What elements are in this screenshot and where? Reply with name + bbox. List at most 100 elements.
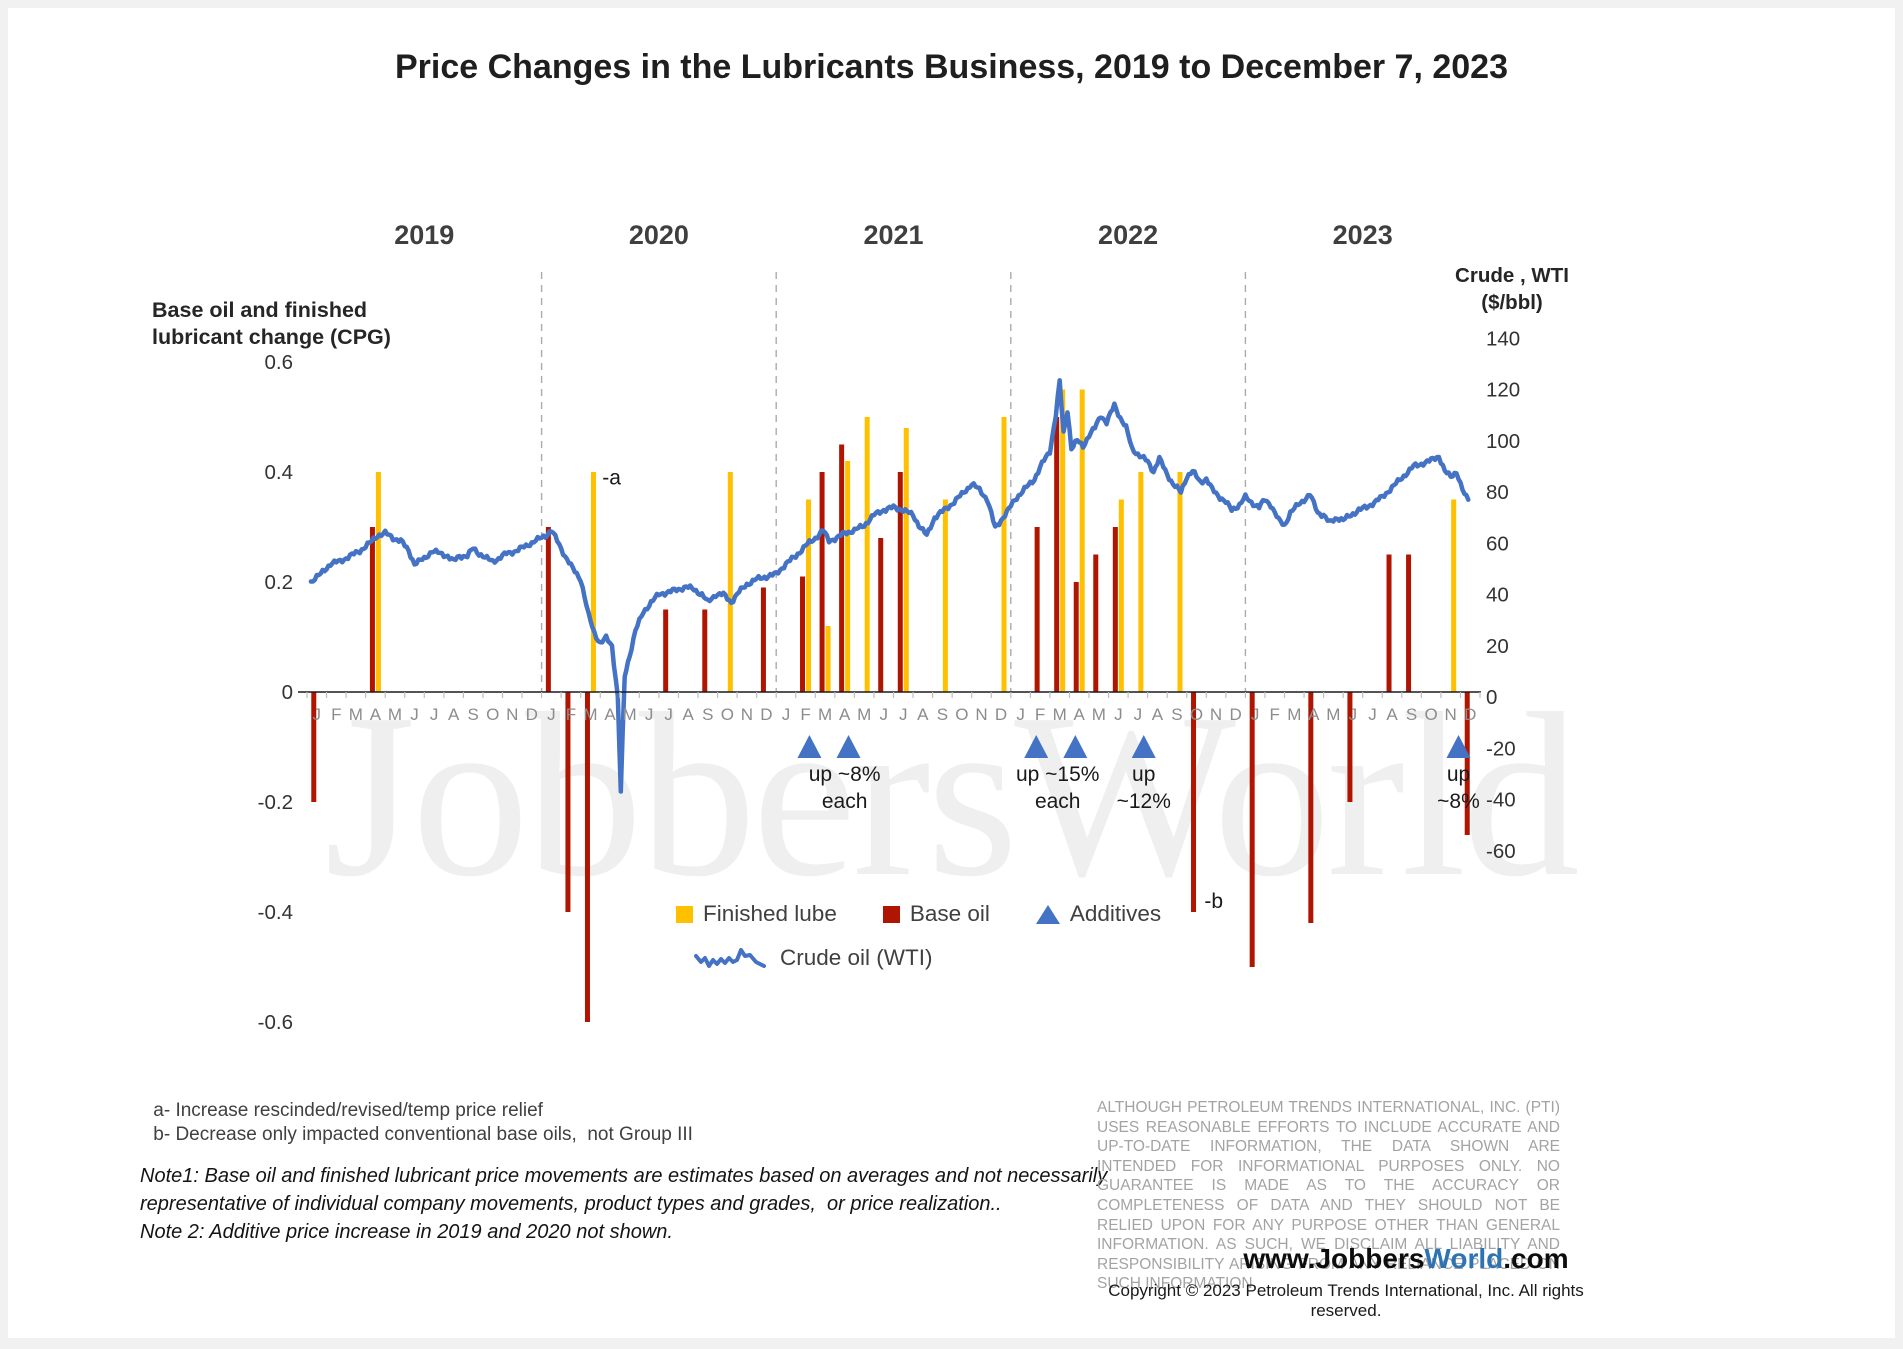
month-label: A: [448, 705, 460, 724]
left-axis-title: Base oil and finished lubricant change (…: [152, 297, 472, 351]
left-axis-title-line2: lubricant change (CPG): [152, 325, 391, 349]
month-label: J: [547, 705, 556, 724]
finished-lube-bar: [845, 461, 851, 692]
left-axis-tick-label: -0.4: [258, 901, 293, 924]
legend-row-2: Crude oil (WTI): [694, 942, 933, 974]
month-label: O: [486, 705, 499, 724]
month-label: M: [818, 705, 832, 724]
additives-marker-triangle: [1024, 735, 1049, 758]
legend-row-1: Finished lube Base oil Additives: [676, 901, 1161, 927]
month-label: M: [1053, 705, 1067, 724]
right-axis-tick-label: 80: [1486, 481, 1509, 504]
additives-marker-triangle: [797, 735, 822, 758]
month-label: S: [1406, 705, 1417, 724]
month-label: D: [1229, 705, 1241, 724]
month-label: M: [1287, 705, 1301, 724]
legend-base-oil-label: Base oil: [909, 901, 990, 926]
note2: Note 2: Additive price increase in 2019 …: [140, 1221, 673, 1243]
month-label: J: [1134, 705, 1143, 724]
finished-lube-bar: [590, 472, 596, 692]
finished-lube-bar: [1001, 417, 1007, 692]
month-label: O: [721, 705, 734, 724]
chart-canvas: [8, 8, 1895, 1338]
month-label: S: [1171, 705, 1182, 724]
footnote-a: a- Increase rescinded/revised/temp price…: [148, 1100, 543, 1121]
finished-lube-bar: [1118, 499, 1124, 692]
month-label: N: [741, 705, 753, 724]
right-axis-tick-label: 40: [1486, 584, 1509, 607]
finished-lube-bar: [864, 417, 870, 692]
base-oil-bar: [1249, 692, 1255, 967]
base-oil-bar: [1034, 527, 1040, 692]
year-label-2022: 2022: [1098, 220, 1159, 250]
month-label: A: [1386, 705, 1398, 724]
month-label: N: [975, 705, 987, 724]
website-highlight: World: [1424, 1243, 1504, 1274]
month-label: M: [349, 705, 363, 724]
right-axis-title-line1: Crude , WTI: [1455, 264, 1569, 287]
month-label: N: [506, 705, 518, 724]
base-oil-bar: [1308, 692, 1314, 923]
base-oil-bar: [663, 609, 669, 692]
base-oil-bar: [819, 472, 825, 692]
right-axis-tick-label: 140: [1486, 327, 1520, 350]
finished-lube-bar: [1138, 472, 1144, 692]
base-oil-bar: [1093, 554, 1099, 692]
base-oil-bar: [584, 692, 590, 1022]
year-label-2021: 2021: [863, 220, 924, 250]
website-url: www.JobbersWorld.com: [1156, 1243, 1656, 1275]
left-axis-tick-label: 0: [282, 681, 293, 704]
right-axis-tick-label: 120: [1486, 379, 1520, 402]
month-label: A: [683, 705, 695, 724]
left-axis-tick-label: -0.2: [258, 791, 293, 814]
year-label-2023: 2023: [1332, 220, 1393, 250]
month-label: S: [937, 705, 948, 724]
month-label: J: [664, 705, 673, 724]
finished-lube-bar: [825, 626, 831, 692]
month-label: M: [1326, 705, 1340, 724]
legend-base-oil: Base oil: [882, 901, 990, 927]
right-axis-tick-label: 20: [1486, 635, 1509, 658]
annotation-additives-2022b: up ~12%: [1117, 763, 1171, 813]
right-axis-tick-label: 0: [1486, 686, 1497, 709]
finished-lube-bar: [1451, 499, 1457, 692]
annotation-additives-2021: up ~8% each: [809, 763, 881, 813]
base-oil-bar: [1386, 554, 1392, 692]
base-oil-bar: [878, 538, 884, 692]
additives-marker-triangle: [1131, 735, 1156, 758]
note1-line2: representative of individual company mov…: [140, 1193, 1002, 1215]
base-oil-bar: [800, 576, 806, 692]
left-axis-tick-label: 0.6: [265, 351, 294, 374]
month-label: S: [468, 705, 479, 724]
month-label: M: [388, 705, 402, 724]
annotation-a-flag: -a: [602, 467, 621, 490]
month-label: M: [622, 705, 636, 724]
right-axis-tick-label: 100: [1486, 430, 1520, 453]
month-label: D: [526, 705, 538, 724]
left-axis-tick-label: 0.4: [265, 461, 294, 484]
right-axis-title-line2: ($/bbl): [1481, 291, 1543, 314]
month-label: S: [702, 705, 713, 724]
base-oil-bar: [565, 692, 571, 912]
year-labels: 2019 2020 2021 2022 2023: [0, 220, 1903, 256]
additives-marker-triangle: [1063, 735, 1088, 758]
finished-lube-bar: [1177, 472, 1183, 692]
footnotes-notes: Note1: Base oil and finished lubricant p…: [140, 1162, 1107, 1246]
month-label: J: [1251, 705, 1260, 724]
additives-triangle-icon: [1035, 904, 1060, 924]
year-label-2019: 2019: [394, 220, 455, 250]
month-label: D: [760, 705, 772, 724]
month-label: J: [1368, 705, 1377, 724]
chart-title: Price Changes in the Lubricants Business…: [394, 48, 1508, 86]
base-oil-bar: [760, 587, 766, 692]
base-oil-bar: [702, 609, 708, 692]
month-label: F: [331, 705, 341, 724]
month-label: J: [1349, 705, 1358, 724]
month-label: J: [313, 705, 322, 724]
right-axis-title: Crude , WTI ($/bbl): [1427, 262, 1597, 316]
finished-lube-bar: [1079, 389, 1085, 692]
month-label: O: [955, 705, 968, 724]
month-label: A: [604, 705, 616, 724]
note1-line1: Note1: Base oil and finished lubricant p…: [140, 1165, 1108, 1187]
legend-additives: Additives: [1035, 901, 1161, 927]
